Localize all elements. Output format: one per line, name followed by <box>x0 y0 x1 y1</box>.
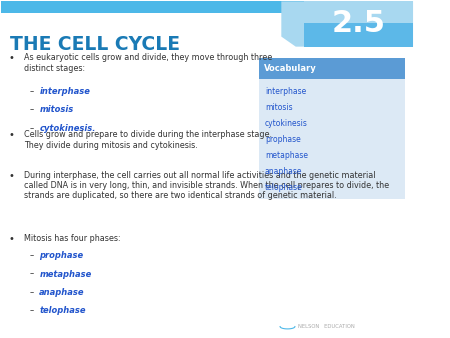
Text: –: – <box>29 288 34 297</box>
Text: cytokinesis: cytokinesis <box>265 119 308 128</box>
Text: Mitosis has four phases:: Mitosis has four phases: <box>24 234 121 243</box>
Text: Cells grow and prepare to divide during the interphase stage.
They divide during: Cells grow and prepare to divide during … <box>24 130 272 150</box>
Text: •: • <box>9 53 15 63</box>
Text: metaphase: metaphase <box>265 151 308 160</box>
FancyBboxPatch shape <box>1 1 413 13</box>
Text: interphase: interphase <box>265 87 306 96</box>
Text: mitosis: mitosis <box>39 105 73 114</box>
Text: As eukaryotic cells grow and divide, they move through three
distinct stages:: As eukaryotic cells grow and divide, the… <box>24 53 272 73</box>
Text: interphase: interphase <box>39 87 90 96</box>
Text: NELSON   EDUCATION: NELSON EDUCATION <box>298 324 355 329</box>
Text: •: • <box>9 130 15 141</box>
Text: prophase: prophase <box>265 135 301 144</box>
Text: anaphase: anaphase <box>265 167 302 176</box>
Text: –: – <box>29 307 34 315</box>
Text: telophase: telophase <box>39 307 86 315</box>
Text: cytokinesis.: cytokinesis. <box>39 124 96 133</box>
Text: During interphase, the cell carries out all normal life activities and the genet: During interphase, the cell carries out … <box>24 171 389 200</box>
FancyBboxPatch shape <box>259 58 405 79</box>
Text: •: • <box>9 234 15 244</box>
Text: –: – <box>29 251 34 260</box>
Text: 2.5: 2.5 <box>332 9 386 38</box>
Polygon shape <box>304 1 413 47</box>
Polygon shape <box>304 1 413 23</box>
Text: •: • <box>9 171 15 181</box>
Polygon shape <box>281 1 413 47</box>
Text: –: – <box>29 270 34 279</box>
Text: telophase: telophase <box>265 183 302 192</box>
Text: metaphase: metaphase <box>39 270 91 279</box>
Text: –: – <box>29 87 34 96</box>
Text: Vocabulary: Vocabulary <box>264 64 316 73</box>
Text: prophase: prophase <box>39 251 83 260</box>
Text: mitosis: mitosis <box>265 103 293 112</box>
Text: –: – <box>29 105 34 114</box>
FancyBboxPatch shape <box>259 79 405 199</box>
Text: THE CELL CYCLE: THE CELL CYCLE <box>9 35 180 54</box>
Text: anaphase: anaphase <box>39 288 85 297</box>
Text: –: – <box>29 124 34 133</box>
